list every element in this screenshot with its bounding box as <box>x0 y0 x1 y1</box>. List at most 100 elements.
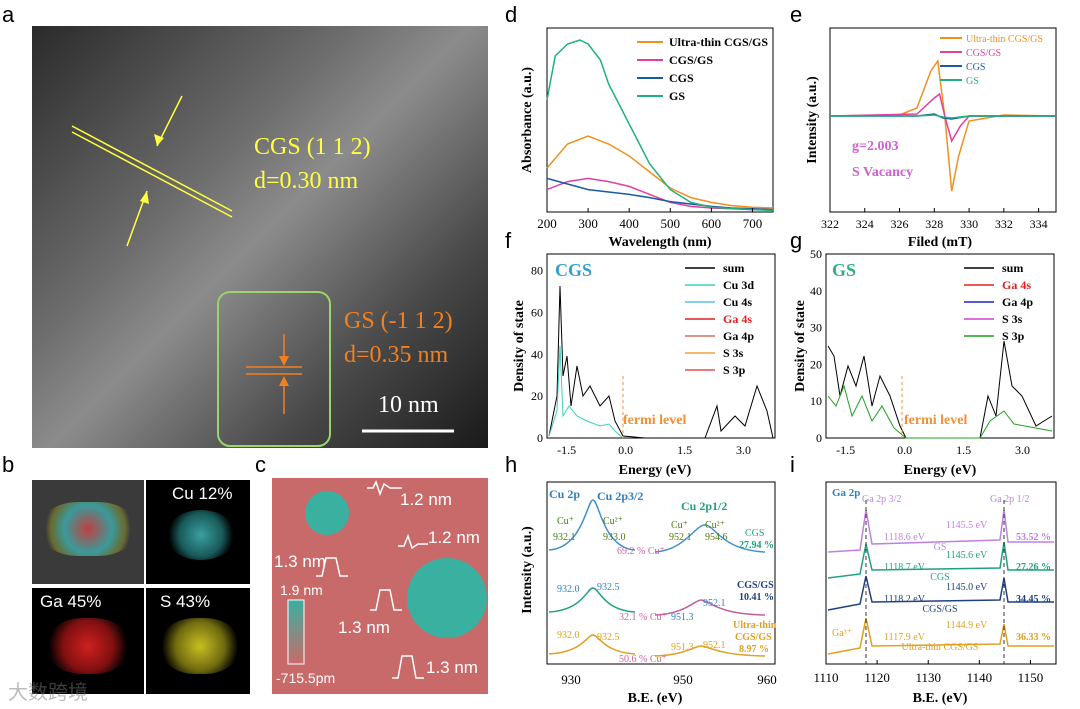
sample-name: CGS <box>745 528 764 539</box>
series-line <box>546 135 774 209</box>
sample-percent: 34.45 % <box>1016 594 1051 605</box>
sample-percent: 10.41 % <box>739 592 774 603</box>
sample-name: CGS <box>930 572 949 583</box>
fermi-level-label: fermi level <box>623 413 686 428</box>
cu-map: Cu 12% <box>146 480 250 584</box>
panel-label-h: h <box>505 452 518 477</box>
x-tick-label: 930 <box>561 672 581 687</box>
peak-position-right: 1145.6 eV <box>946 550 988 561</box>
xps-ga2p-chart: Ga 2p Ga 2p 3/2 Ga 2p 1/2 1118.6 eVGS114… <box>813 481 1057 706</box>
x-tick-label: -1.5 <box>836 443 855 457</box>
dos-cgs-chart: fermi level CGS 0 20 40 60 80 -1.5 0.0 1.5 3.0 E… <box>512 253 776 478</box>
legend-entry: Ga 4s <box>723 312 752 326</box>
x-tick-label: 200 <box>537 216 557 231</box>
series-line <box>546 39 774 212</box>
peak-position-left: 1118.7 eV <box>884 562 926 573</box>
sample-percent: 8.97 % <box>739 644 769 655</box>
s-vacancy-label: S Vacancy <box>852 165 913 180</box>
ga2p-label: Ga 2p <box>832 487 860 499</box>
peak-label: Cu⁺ <box>671 520 688 531</box>
eds-overlay-map <box>32 480 144 584</box>
peak-position-right: 1145.5 eV <box>946 520 988 531</box>
cu2p-label: Cu 2p <box>549 487 580 501</box>
peak-label: 932.5 <box>597 632 620 643</box>
x-tick-label: 1110 <box>813 670 838 685</box>
x-tick-label: 1120 <box>864 670 890 685</box>
legend-entry: sum <box>723 261 744 275</box>
y-tick-label: 40 <box>810 284 822 298</box>
x-tick-label: 3.0 <box>1015 443 1030 457</box>
sample-name: Ultra-thin <box>733 620 777 631</box>
s-percent: S 43% <box>160 592 211 611</box>
x-axis-label: B.E. (eV) <box>913 691 968 706</box>
series-line <box>829 92 1056 143</box>
y-axis-label: Intensity (a.u.) <box>805 76 820 164</box>
x-axis-label: Energy (eV) <box>619 463 692 478</box>
y-tick-label: 0 <box>816 431 822 445</box>
legend-entry: S 3s <box>1002 312 1023 326</box>
afm-image: 1.2 nm 1.2 nm 1.3 nm 1.3 nm 1.3 nm 1.9 n… <box>272 478 488 694</box>
sample-percent: 36.33 % <box>1016 632 1051 643</box>
cgs-d-spacing: d=0.30 nm <box>254 168 359 194</box>
peak-label: 951.3 <box>671 612 694 623</box>
sample-percent: 53.52 % <box>1016 532 1051 543</box>
x-tick-label: 322 <box>821 217 839 231</box>
y-tick-label: 20 <box>810 357 822 371</box>
legend-entry: S 3p <box>1002 329 1025 343</box>
panel-label-i: i <box>790 452 795 477</box>
x-tick-label: 3.0 <box>736 443 751 457</box>
sample-name: CGS/GS <box>735 632 772 643</box>
x-tick-label: 960 <box>757 672 777 687</box>
x-tick-label: 500 <box>661 216 681 231</box>
watermark: 大数跨境 <box>8 680 88 704</box>
cu-plus-ratio: 69.2 % Cu⁺ <box>617 546 665 557</box>
series-line <box>546 177 773 211</box>
panel-label-d: d <box>505 2 518 27</box>
panel-label-a: a <box>2 2 15 27</box>
x-tick-label: 330 <box>960 217 978 231</box>
x-tick-label: 400 <box>619 216 639 231</box>
y-axis-label: Density of state <box>793 300 808 392</box>
y-tick-label: 10 <box>810 394 822 408</box>
colorbar-max: 1.9 nm <box>280 582 323 598</box>
x-tick-label: 326 <box>891 217 909 231</box>
peak-label: 952.1 <box>669 532 692 543</box>
legend-entry: Cu 4s <box>723 295 752 309</box>
legend-entry: Ultra-thin CGS/GS <box>966 34 1043 45</box>
x-tick-label: 950 <box>673 672 693 687</box>
x-tick-label: 334 <box>1030 217 1048 231</box>
sample-percent: 27.94 % <box>739 540 774 551</box>
g-factor-label: g=2.003 <box>852 139 898 154</box>
legend-entry: GS <box>669 89 685 103</box>
panel-label-f: f <box>505 228 512 253</box>
legend-entry: Ultra-thin CGS/GS <box>669 35 768 49</box>
y-tick-label: 30 <box>810 321 822 335</box>
peak-label: 933.0 <box>603 532 626 543</box>
y-tick-label: 60 <box>531 306 543 320</box>
legend-entry: sum <box>1002 261 1023 275</box>
panel-label-c: c <box>255 452 266 477</box>
ga2p32-label: Ga 2p 3/2 <box>862 494 901 505</box>
x-tick-label: 1.5 <box>956 443 971 457</box>
legend-entry: S 3s <box>723 346 744 360</box>
y-tick-label: 80 <box>531 264 543 278</box>
peak-position-left: 1118.2 eV <box>884 594 926 605</box>
height-label-2: 1.2 nm <box>428 528 480 547</box>
xps-cu2p-chart: Cu 2p Cu 2p3/2 Cu 2p1/2 Cu⁺ 932.1 Cu²⁺ 9… <box>520 481 777 706</box>
height-label-1: 1.2 nm <box>400 490 452 509</box>
x-tick-label: 600 <box>702 216 722 231</box>
x-tick-label: 328 <box>925 217 943 231</box>
panel-label-e: e <box>790 2 803 27</box>
peak-label: 952.1 <box>703 640 726 651</box>
ga3-label: Ga³⁺ <box>832 628 852 639</box>
scale-bar-label: 10 nm <box>378 392 439 418</box>
lattice-lines-cgs <box>71 95 233 247</box>
x-axis-label: Energy (eV) <box>904 463 977 478</box>
x-axis-label: Wavelength (nm) <box>608 235 711 250</box>
cgs-label: CGS (1 1 2) <box>254 134 371 160</box>
cu-plus-ratio: 32.1 % Cu⁺ <box>619 612 667 623</box>
tem-image: CGS (1 1 2) d=0.30 nm GS (-1 1 2) d=0.35… <box>32 26 488 448</box>
y-axis-label: Absorbance (a.u.) <box>520 67 535 174</box>
peak-position-right: 1144.9 eV <box>946 620 988 631</box>
peak-position-left: 1118.6 eV <box>884 532 926 543</box>
